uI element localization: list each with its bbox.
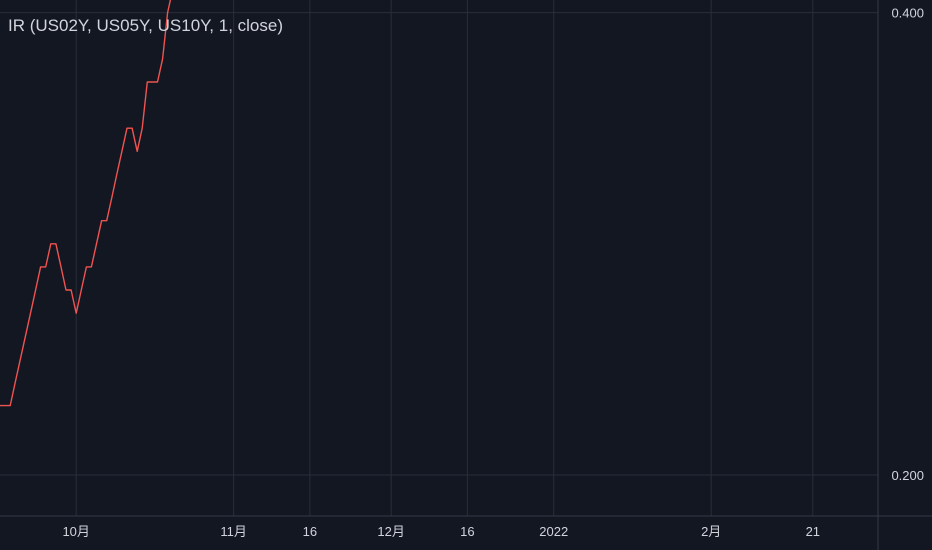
x-tick-label: 2022 xyxy=(539,524,568,539)
chart-legend-title: IR (US02Y, US05Y, US10Y, 1, close) xyxy=(8,16,283,35)
y-tick-label: 0.200 xyxy=(891,468,924,483)
x-tick-label: 16 xyxy=(303,524,317,539)
price-axis-labels: 0.2000.4000.6000.8001.0001.2001.4001.600… xyxy=(891,6,924,483)
series-line-us02y xyxy=(0,0,172,407)
series-lines xyxy=(0,0,172,407)
x-tick-label: 12月 xyxy=(377,524,404,539)
x-tick-label: 10月 xyxy=(62,524,89,539)
x-tick-label: 21 xyxy=(806,524,820,539)
x-tick-label: 2月 xyxy=(701,524,721,539)
y-tick-label: 0.400 xyxy=(891,6,924,21)
x-tick-label: 11月 xyxy=(220,524,247,539)
x-tick-label: 16 xyxy=(460,524,474,539)
time-axis-labels: 10月 11月 16 12月 16 2022 2月 21 xyxy=(62,524,820,539)
grid-lines xyxy=(0,0,878,516)
